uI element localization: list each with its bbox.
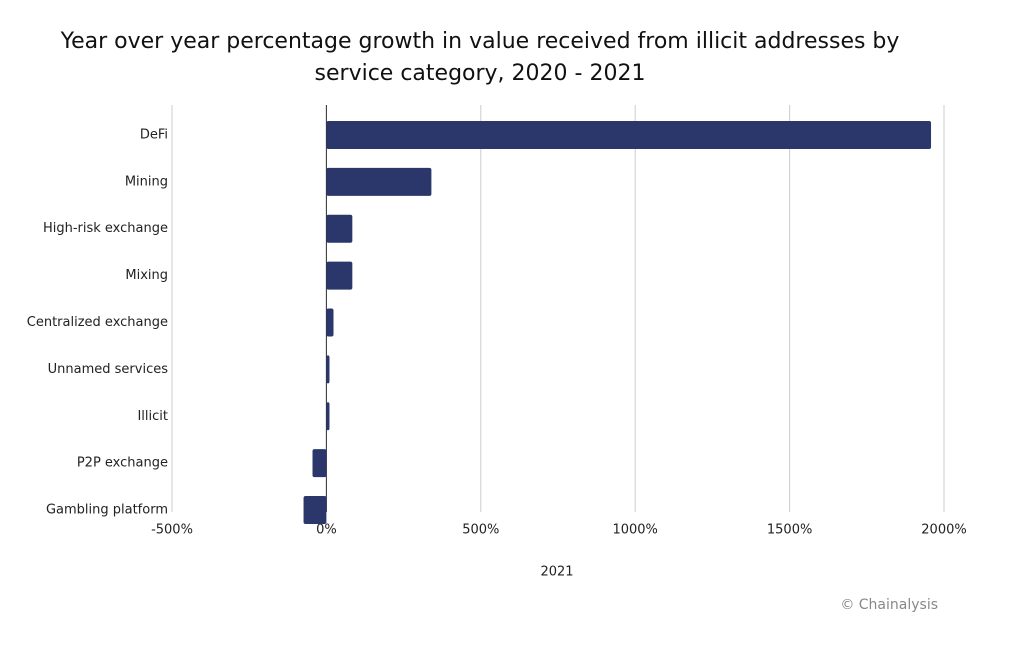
- y-tick-label: Mining: [125, 174, 168, 189]
- x-tick-label: 2000%: [921, 523, 966, 538]
- y-tick-label: Centralized exchange: [27, 315, 168, 330]
- bar: [312, 449, 327, 478]
- bar: [326, 261, 353, 290]
- bar: [326, 308, 334, 337]
- y-tick-label: Unnamed services: [48, 362, 169, 377]
- x-tick-label: -500%: [151, 523, 193, 538]
- x-tick-label: 1500%: [767, 523, 812, 538]
- bar: [326, 120, 932, 149]
- x-tick-label: 500%: [462, 523, 499, 538]
- y-tick-label: P2P exchange: [77, 456, 168, 471]
- y-tick-label: Gambling platform: [46, 503, 168, 518]
- x-axis-label: 2021: [540, 565, 573, 580]
- bar: [326, 355, 330, 384]
- y-tick-label: High-risk exchange: [43, 221, 168, 236]
- bar: [303, 496, 327, 525]
- bar: [326, 167, 432, 196]
- y-tick-label: DeFi: [140, 127, 168, 142]
- y-tick-label: Mixing: [125, 268, 168, 283]
- source: © Chainalysis: [840, 597, 938, 613]
- bar: [326, 214, 353, 243]
- x-tick-label: 0%: [316, 523, 337, 538]
- bar: [326, 402, 330, 431]
- chart-title: Year over year percentage growth in valu…: [60, 29, 900, 86]
- x-tick-label: 1000%: [612, 523, 657, 538]
- y-tick-label: Illicit: [137, 409, 168, 424]
